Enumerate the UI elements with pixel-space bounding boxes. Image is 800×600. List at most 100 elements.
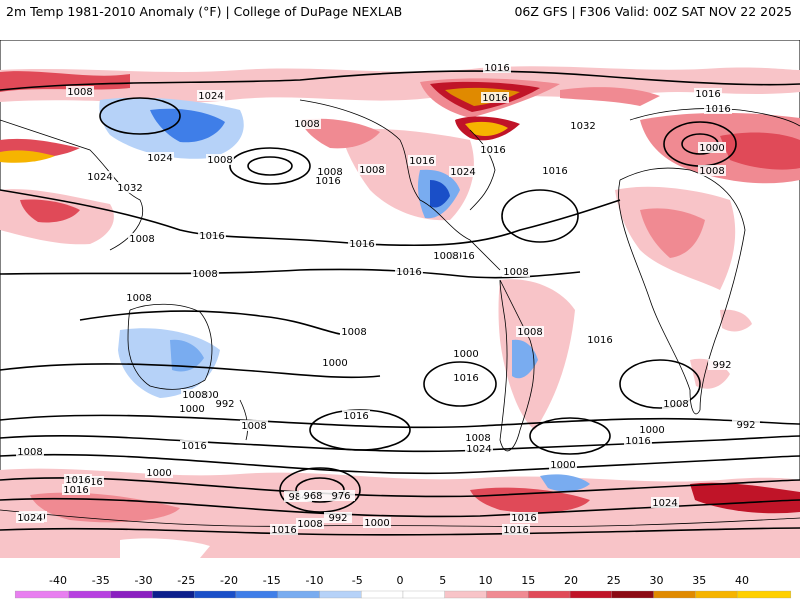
colorbar-tick-label: 10 (479, 574, 493, 587)
isobar-label-bg (316, 166, 344, 177)
colorbar-swatch (277, 590, 320, 599)
colorbar-swatch (361, 590, 404, 599)
isobar-label-bg (586, 334, 614, 345)
isobar-label: 1032 (570, 121, 595, 132)
isobar-label: 1024 (87, 172, 112, 183)
isobar-label: 1000 (364, 518, 389, 529)
isobar-label-bg (363, 517, 391, 528)
isobar-label-bg (180, 440, 208, 451)
isobar-label: 1008 (297, 519, 322, 530)
isobar-label-bg (62, 484, 90, 495)
isobar-label-bg (198, 230, 226, 241)
isobar-label-bg (296, 518, 324, 529)
isobar-label: 992 (712, 360, 731, 371)
isobar-label: 1016 (503, 525, 528, 536)
isobar-label: 1016 (482, 93, 507, 104)
isobar-label: 1016 (409, 156, 434, 167)
isobar-label-bg (698, 165, 726, 176)
isobar-label: 992 (328, 513, 347, 524)
isobar-label-bg (569, 120, 597, 131)
temperature-anomaly-shading (0, 66, 800, 558)
colorbar-tick-label: -35 (92, 574, 110, 587)
isobar-label: 1008 (317, 167, 342, 178)
isobar-label-bg (452, 348, 480, 359)
isobar-label-bg (464, 432, 492, 443)
isobar-label: 1008 (182, 390, 207, 401)
isobar-label: 968 (303, 491, 322, 502)
isobar-label-bg (145, 467, 173, 478)
isobar-label: 1008 (359, 165, 384, 176)
isobar-label: 992 (736, 420, 755, 431)
isobar-label-bg (178, 403, 206, 414)
isobar-label-bg (116, 182, 144, 193)
isobar-label-bg (125, 292, 153, 303)
isobar-label-bg (651, 497, 679, 508)
colorbar-tick-label: -30 (135, 574, 153, 587)
isobar-label: 1008 (341, 327, 366, 338)
isobar-label-bg (502, 524, 530, 535)
isobar-label-bg (340, 326, 368, 337)
isobar-label: 1016 (695, 89, 720, 100)
isobar-label: 1024 (466, 444, 491, 455)
isobar-label: 1008 (699, 166, 724, 177)
isobar-label-bg (321, 357, 349, 368)
isobar-label: 1016 (480, 145, 505, 156)
isobar-label: 1016 (396, 267, 421, 278)
isobar-label-bg (541, 165, 569, 176)
isobar-label: 1008 (126, 293, 151, 304)
colorbar-tick-label: 40 (735, 574, 749, 587)
isobar-label: 1008 (207, 155, 232, 166)
isobar-label: 1008 (129, 234, 154, 245)
isobar-label: 1000 (453, 349, 478, 360)
isobar-label-bg (211, 398, 239, 409)
isobar-label: 1000 (179, 404, 204, 415)
isobar-label: 1016 (315, 176, 340, 187)
isobar-label: 1016 (542, 166, 567, 177)
colorbar-tick-label: 25 (607, 574, 621, 587)
coastlines (0, 99, 800, 527)
colorbar-swatch (569, 590, 612, 599)
isobar-label-bg (86, 171, 114, 182)
isobar-label-bg (358, 164, 386, 175)
isobar-label: 1016 (63, 485, 88, 496)
isobar-label-bg (348, 238, 376, 249)
isobar-label-bg (408, 155, 436, 166)
isobar-label: 1000 (550, 460, 575, 471)
isobar-label-bg (432, 250, 460, 261)
colorbar-tick-label: -25 (177, 574, 195, 587)
isobar-label-bg (704, 103, 732, 114)
colorbar-swatch (152, 590, 195, 599)
colorbar-tick-label: -20 (220, 574, 238, 587)
isobar-label-bg (327, 490, 355, 501)
isobar-label: 1008 (663, 399, 688, 410)
model-run-info: 06Z GFS | F306 Valid: 00Z SAT NOV 22 202… (514, 4, 792, 19)
colorbar-tick-label: -15 (263, 574, 281, 587)
isobar-label-bg (16, 512, 44, 523)
isobar-label-bg (448, 250, 476, 261)
isobar-label: 1000 (639, 425, 664, 436)
isobar-label: 1008 (241, 421, 266, 432)
colorbar-tick-label: 5 (439, 574, 446, 587)
isobar-label-bg (465, 443, 493, 454)
isobar-label-bg (708, 359, 736, 370)
isobar-label: 1008 (17, 447, 42, 458)
isobar-label: 1016 (625, 436, 650, 447)
colorbar-tick-label: 30 (650, 574, 664, 587)
colorbar-tick-label: -10 (306, 574, 324, 587)
isobar-label: 1016 (349, 239, 374, 250)
isobar-label: 1000 (699, 143, 724, 154)
isobar-label-bg (638, 424, 666, 435)
isobar-label-bg (624, 435, 652, 446)
colorbar-swatch (653, 590, 696, 599)
isobar-label: 1008 (517, 327, 542, 338)
isobar-label-bg (395, 266, 423, 277)
isobar-label-bg (694, 88, 722, 99)
isobar-label: 1016 (511, 513, 536, 524)
isobar-label-bg (510, 512, 538, 523)
colorbar-swatch (194, 590, 237, 599)
isobar-label-bg (549, 459, 577, 470)
colorbar-tick-label: 15 (521, 574, 535, 587)
colorbar-swatch (14, 590, 70, 599)
isobar-label-bg (698, 142, 726, 153)
